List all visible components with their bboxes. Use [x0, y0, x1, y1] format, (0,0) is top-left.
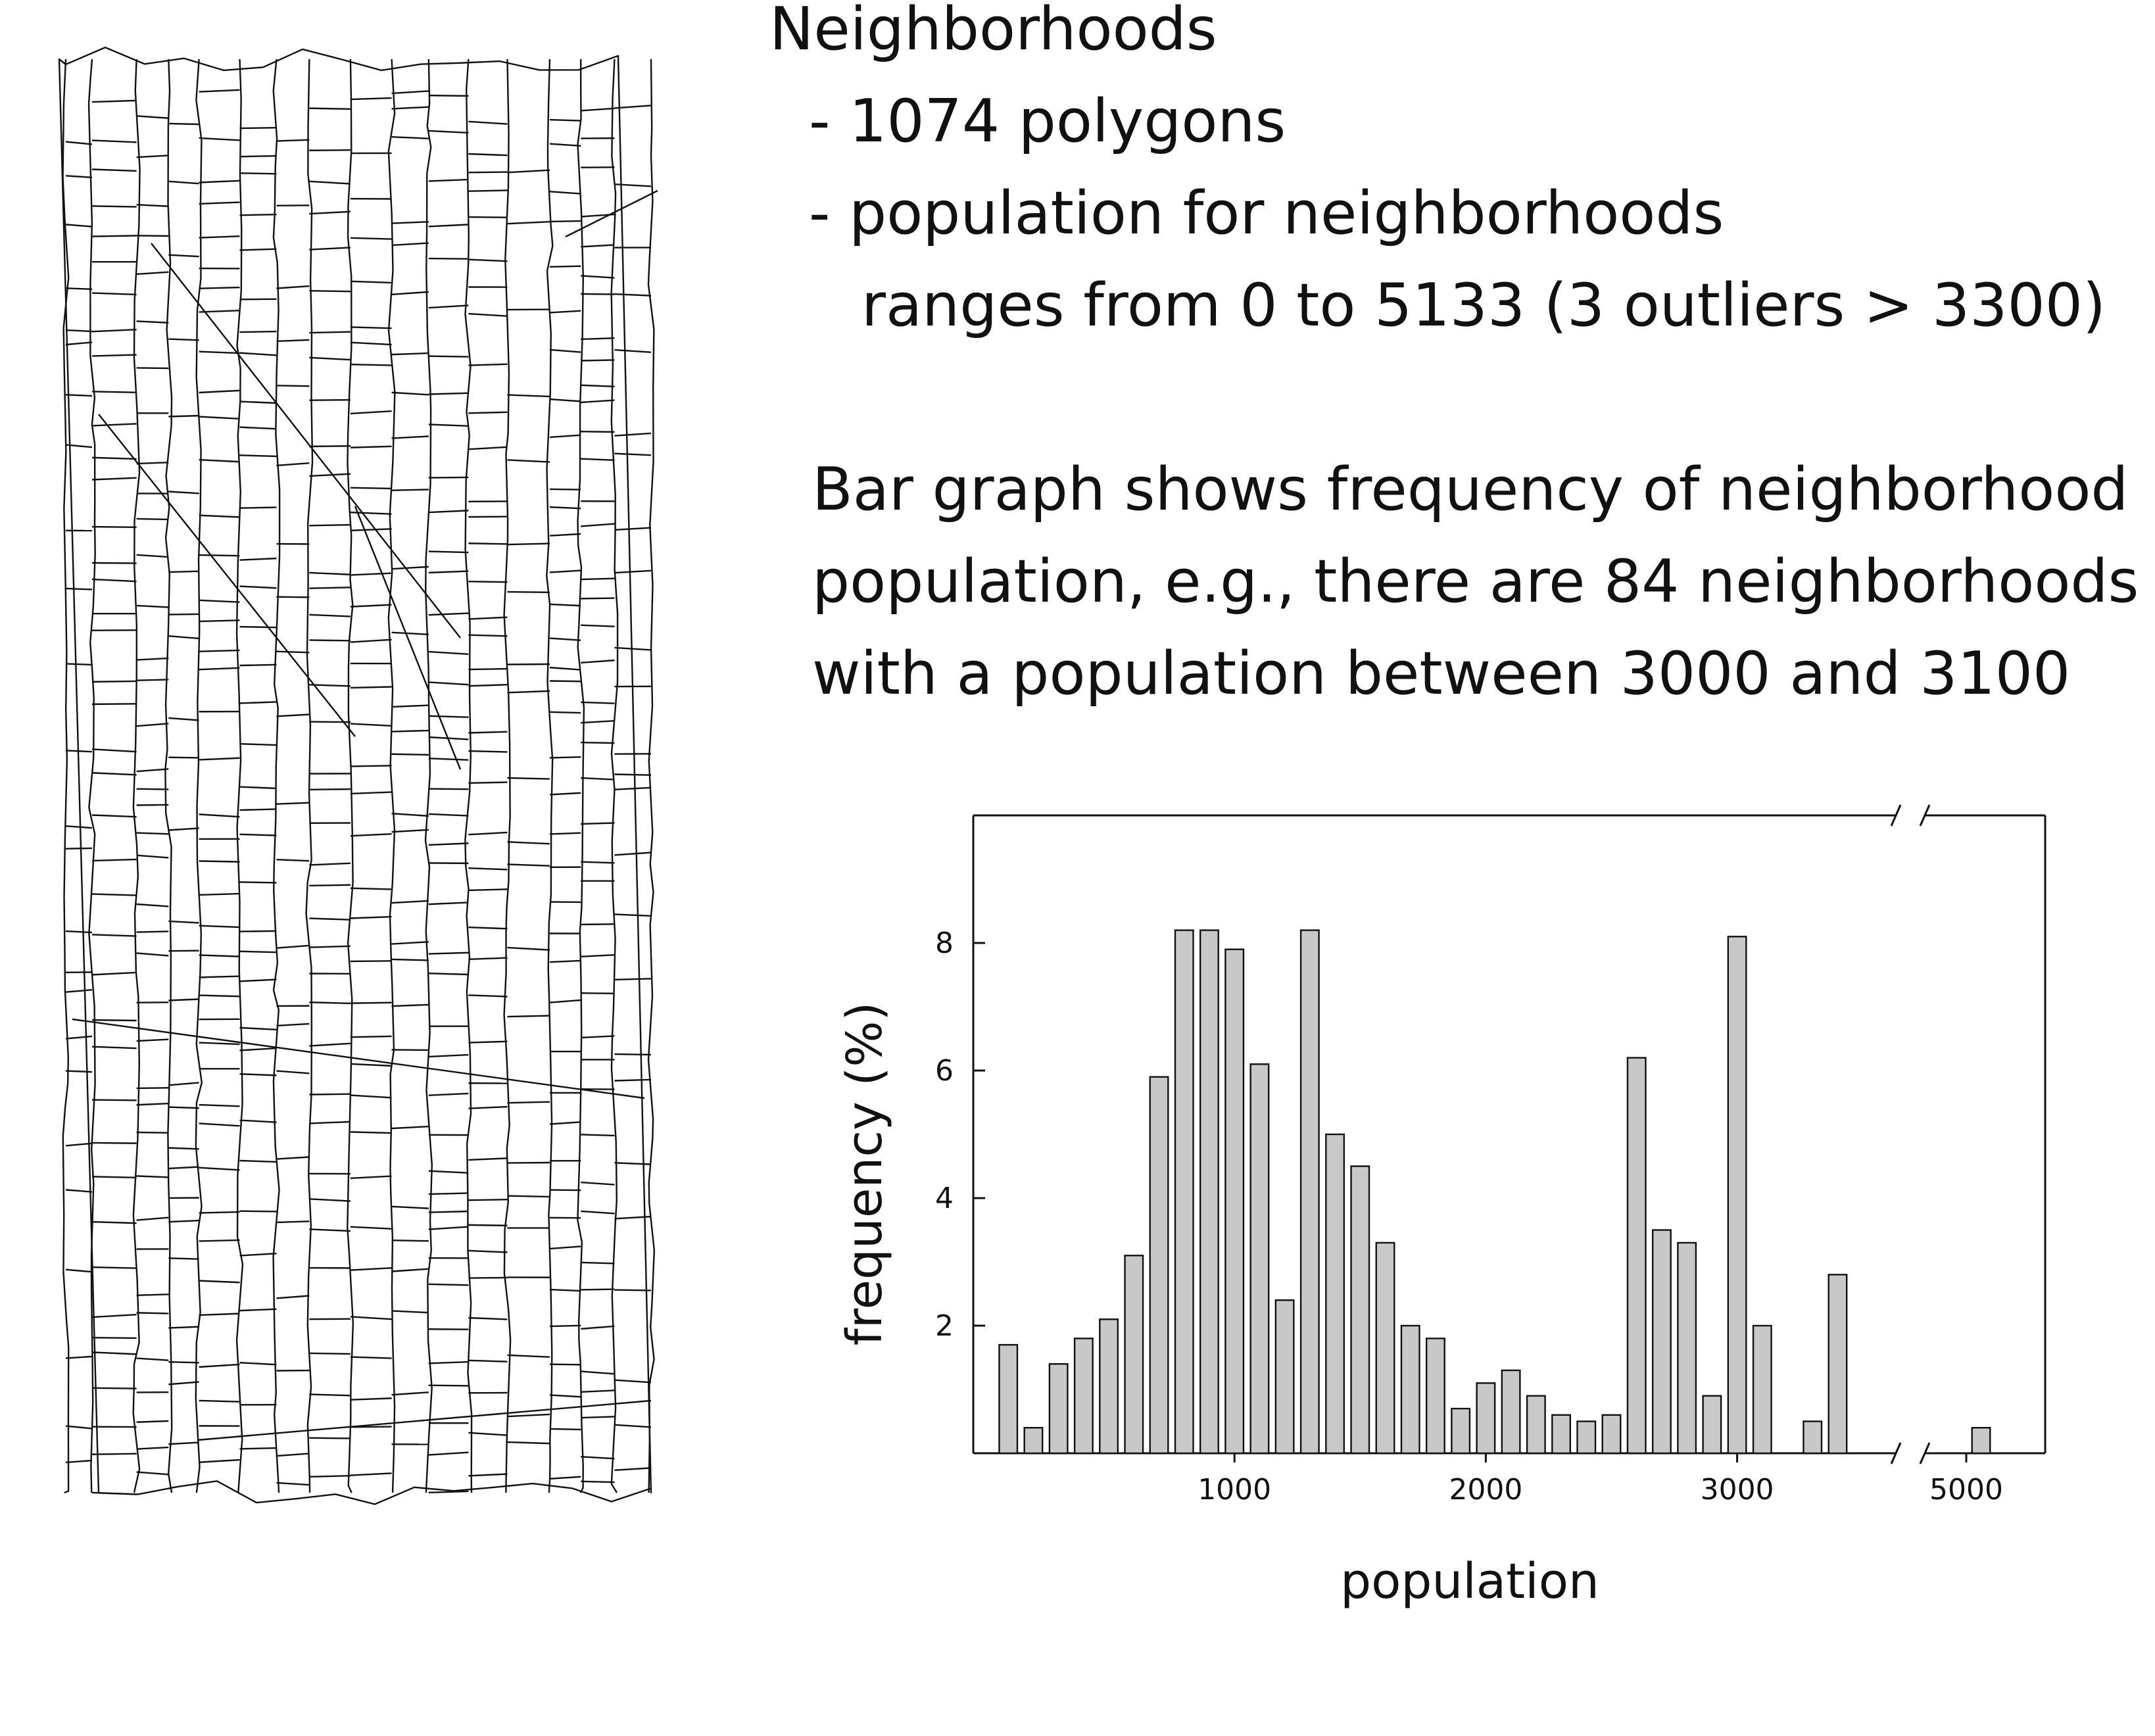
bar-2900 — [1702, 1395, 1722, 1455]
bar-2000 — [1476, 1382, 1496, 1455]
bar-800 — [1174, 929, 1194, 1455]
population-bar-chart: 2 4 6 8 1000 2000 3000 5000 population frequency … — [815, 783, 2085, 1637]
bar-1600 — [1375, 1242, 1395, 1455]
bar-2300 — [1551, 1414, 1572, 1455]
description-line-3: with a population between 3000 and 3100 — [812, 639, 2071, 708]
bar-600 — [1124, 1255, 1144, 1455]
bar-1100 — [1249, 1063, 1270, 1455]
x-tick-label: 5000 — [1929, 1473, 2003, 1507]
description-line-1: Bar graph shows frequency of neighborhoo… — [812, 455, 2129, 524]
bar-1800 — [1425, 1338, 1445, 1455]
bar-900 — [1199, 929, 1219, 1455]
bar-5100 — [1971, 1427, 1991, 1455]
bar-200 — [1023, 1427, 1044, 1455]
bullet-population-range: ranges from 0 to 5133 (3 outliers > 3300… — [861, 271, 2106, 340]
bar-1300 — [1299, 929, 1320, 1455]
bar-300 — [1048, 1363, 1069, 1455]
description-line-2: population, e.g., there are 84 neighborh… — [812, 547, 2139, 616]
bar-3400 — [1828, 1274, 1848, 1455]
axis-break-mark — [1890, 804, 1902, 827]
y-axis-title: frequency (%) — [836, 1002, 893, 1346]
bar-1400 — [1325, 1133, 1345, 1455]
bar-3300 — [1803, 1420, 1823, 1455]
axis-break-mark — [1890, 1442, 1902, 1464]
neighborhood-polygons — [58, 46, 658, 1505]
bar-2800 — [1677, 1242, 1697, 1455]
bar-100 — [998, 1343, 1019, 1455]
bar-2100 — [1501, 1369, 1521, 1455]
bar-500 — [1099, 1318, 1119, 1455]
bullet-polygons: - 1074 polygons — [809, 87, 1286, 156]
bar-1900 — [1451, 1407, 1471, 1455]
bar-1000 — [1224, 948, 1245, 1455]
bar-1700 — [1400, 1324, 1420, 1455]
x-tick-label: 3000 — [1701, 1473, 1774, 1507]
bullet-population: - population for neighborhoods — [809, 179, 1724, 248]
y-tick-label: 4 — [935, 1182, 954, 1215]
polygon-mesh — [58, 46, 658, 1505]
bar-2400 — [1576, 1420, 1597, 1455]
heading: Neighborhoods — [769, 0, 1217, 64]
axis-break-mark — [1919, 804, 1931, 827]
bar-2600 — [1626, 1057, 1647, 1455]
bar-400 — [1073, 1338, 1094, 1455]
bar-3100 — [1752, 1324, 1772, 1455]
bar-1500 — [1350, 1165, 1370, 1455]
neighborhood-map — [0, 46, 684, 1572]
bar-1200 — [1274, 1299, 1295, 1455]
x-tick-label: 2000 — [1449, 1473, 1522, 1507]
y-tick-label: 2 — [935, 1309, 954, 1343]
y-tick-label: 8 — [935, 927, 954, 960]
axis-break-mark — [1919, 1442, 1931, 1464]
bar-2200 — [1526, 1395, 1546, 1455]
chart-svg: 2 4 6 8 1000 2000 3000 5000 population frequency … — [836, 804, 2046, 1610]
bar-3000 — [1727, 936, 1747, 1455]
y-tick-label: 6 — [935, 1054, 954, 1088]
x-tick-label: 1000 — [1198, 1473, 1271, 1507]
x-axis-title: population — [1340, 1553, 1599, 1610]
bar-700 — [1149, 1076, 1169, 1455]
bar-2700 — [1651, 1229, 1672, 1455]
bar-2500 — [1601, 1414, 1622, 1455]
